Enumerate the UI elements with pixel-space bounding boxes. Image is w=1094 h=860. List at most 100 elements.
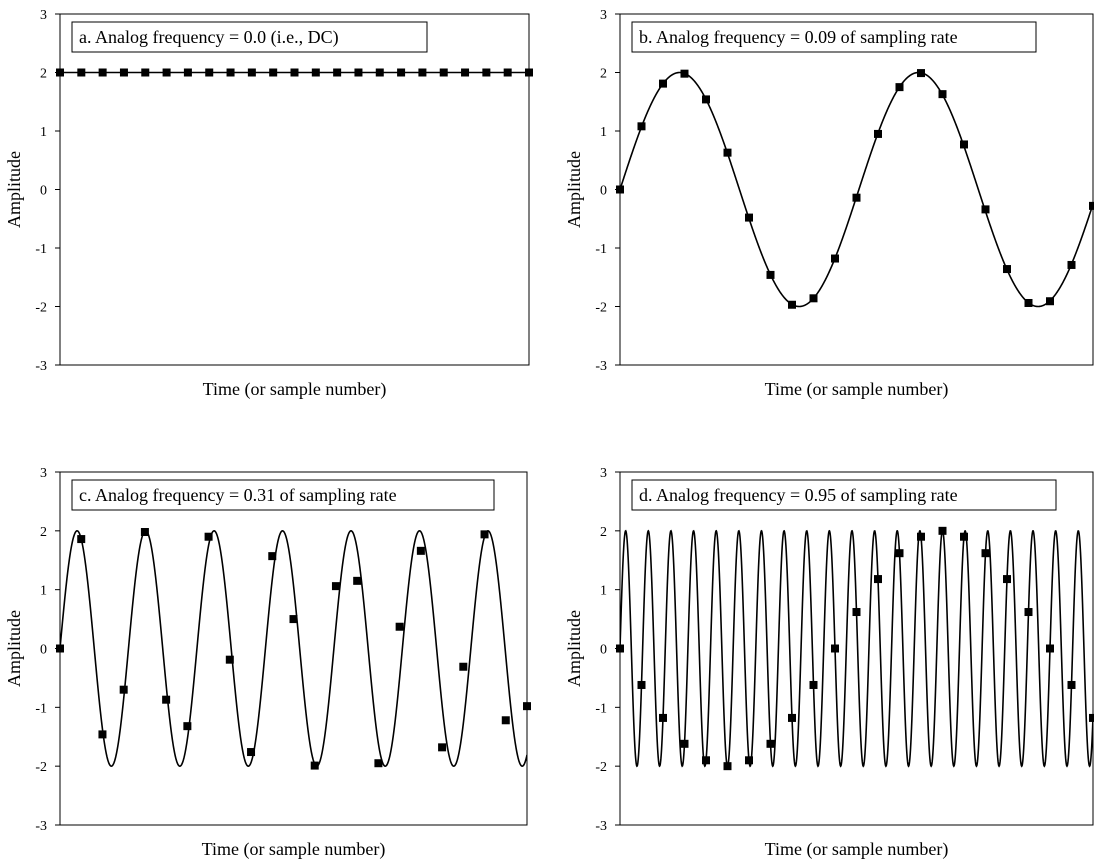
sample-marker bbox=[895, 549, 904, 558]
y-tick-label: 3 bbox=[40, 8, 47, 23]
analog-signal-line bbox=[60, 530, 527, 767]
y-tick-label: 0 bbox=[600, 184, 607, 199]
sample-marker bbox=[831, 644, 839, 653]
y-tick-label: 2 bbox=[40, 525, 47, 540]
sample-marker bbox=[461, 68, 470, 77]
sample-marker bbox=[637, 122, 646, 131]
y-axis-title: Amplitude bbox=[564, 610, 584, 687]
sample-marker bbox=[852, 193, 861, 202]
sample-marker bbox=[503, 68, 512, 77]
sample-marker bbox=[1003, 265, 1011, 274]
y-tick-label: 1 bbox=[40, 125, 47, 140]
sample-marker bbox=[247, 68, 256, 77]
sample-marker bbox=[98, 730, 107, 739]
sample-marker bbox=[723, 148, 732, 157]
sample-marker bbox=[960, 532, 968, 541]
sample-marker bbox=[459, 662, 468, 671]
x-axis-title: Time (or sample number) bbox=[203, 379, 387, 400]
y-tick-label: 1 bbox=[600, 584, 607, 599]
sample-marker bbox=[723, 762, 732, 771]
sample-marker bbox=[311, 68, 320, 77]
y-tick-label: -1 bbox=[35, 701, 47, 716]
sample-marker bbox=[1003, 575, 1011, 584]
sample-marker bbox=[140, 528, 149, 537]
plot-frame bbox=[59, 471, 528, 826]
sample-marker bbox=[438, 743, 447, 752]
y-tick-label: 3 bbox=[600, 466, 607, 481]
sample-marker bbox=[616, 185, 624, 194]
sample-marker bbox=[183, 68, 192, 77]
sample-marker bbox=[637, 680, 646, 689]
y-tick-label: -2 bbox=[595, 760, 607, 775]
y-tick-label: 2 bbox=[600, 67, 607, 82]
sample-marker bbox=[1067, 260, 1076, 269]
sample-marker bbox=[353, 576, 362, 585]
sample-marker bbox=[354, 68, 363, 77]
sample-marker bbox=[523, 702, 531, 711]
sample-marker bbox=[119, 68, 128, 77]
y-tick-label: -3 bbox=[35, 819, 47, 834]
panel-title-box bbox=[71, 21, 428, 53]
y-tick-label: 3 bbox=[600, 8, 607, 23]
sample-marker bbox=[1067, 680, 1076, 689]
chart-panel-a: 3 2 1 0 -1 -2 -3 Amplitude Time (or sample numbe… bbox=[4, 8, 533, 400]
sample-marker bbox=[1024, 608, 1033, 617]
y-tick-label: 0 bbox=[600, 643, 607, 658]
sample-marker bbox=[852, 608, 861, 617]
sample-marker bbox=[702, 756, 710, 765]
y-tick-label: -2 bbox=[35, 301, 47, 316]
sample-marker bbox=[439, 68, 448, 77]
y-tick-label: 2 bbox=[40, 67, 47, 82]
sample-marker bbox=[895, 83, 904, 92]
sample-marker bbox=[56, 68, 64, 77]
plot-frame bbox=[619, 13, 1094, 366]
y-tick-label: -3 bbox=[595, 819, 607, 834]
sample-marker bbox=[874, 575, 882, 584]
panel-title: d. Analog frequency = 0.95 of sampling r… bbox=[639, 485, 958, 505]
sample-marker bbox=[788, 300, 796, 309]
sample-marker bbox=[1046, 297, 1054, 306]
y-tick-label: -2 bbox=[595, 301, 607, 316]
sample-marker bbox=[225, 655, 234, 664]
y-axis-title: Amplitude bbox=[4, 151, 24, 228]
plot-frame bbox=[619, 471, 1094, 826]
y-tick-label: 2 bbox=[600, 525, 607, 540]
sample-marker bbox=[702, 95, 710, 104]
y-axis-title: Amplitude bbox=[4, 610, 24, 687]
panel-title-box bbox=[631, 479, 1057, 511]
sample-marker bbox=[938, 526, 947, 535]
sample-marker bbox=[874, 129, 882, 138]
sample-marker bbox=[917, 69, 925, 78]
sample-marker bbox=[659, 713, 667, 722]
sample-marker bbox=[56, 644, 64, 653]
y-tick-label: 3 bbox=[40, 466, 47, 481]
sample-marker bbox=[788, 713, 796, 722]
sample-marker bbox=[525, 68, 533, 77]
sample-marker bbox=[616, 644, 624, 653]
plot-frame bbox=[59, 13, 530, 366]
chart-panel-c: 3 2 1 0 -1 -2 -3 Amplitude Time (or sample numbe… bbox=[4, 466, 531, 860]
sample-marker bbox=[960, 140, 968, 149]
analog-signal-line bbox=[620, 71, 1093, 308]
x-axis-title: Time (or sample number) bbox=[765, 839, 949, 860]
sample-marker bbox=[162, 68, 171, 77]
sample-marker bbox=[917, 532, 925, 541]
sample-marker bbox=[1024, 298, 1033, 307]
y-tick-label: 0 bbox=[40, 643, 47, 658]
sample-marker bbox=[480, 530, 489, 539]
panel-title: a. Analog frequency = 0.0 (i.e., DC) bbox=[79, 27, 339, 48]
sample-marker bbox=[204, 532, 213, 541]
y-tick-label: -3 bbox=[595, 359, 607, 374]
sample-marker bbox=[938, 90, 947, 99]
sample-marker bbox=[162, 695, 171, 704]
sample-marker bbox=[375, 68, 384, 77]
sample-marker bbox=[981, 549, 990, 558]
sample-marker bbox=[77, 535, 86, 544]
y-tick-label: -3 bbox=[35, 359, 47, 374]
sample-marker bbox=[374, 759, 383, 768]
y-tick-label: -1 bbox=[595, 242, 607, 257]
sample-marker bbox=[397, 68, 406, 77]
sample-marker bbox=[268, 552, 277, 561]
sample-marker bbox=[418, 68, 427, 77]
